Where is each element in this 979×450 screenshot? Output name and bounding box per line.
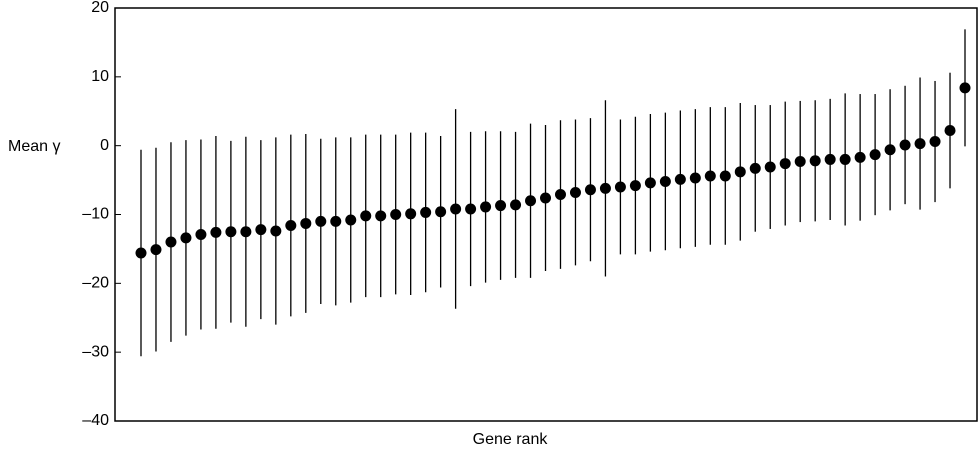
point <box>869 149 881 161</box>
point <box>285 220 297 232</box>
point <box>435 206 447 218</box>
point <box>704 170 716 182</box>
point <box>644 177 656 189</box>
point <box>749 162 761 174</box>
point <box>420 206 432 218</box>
point <box>959 82 971 94</box>
point <box>405 208 417 220</box>
point <box>255 224 267 236</box>
y-tick-label: –20 <box>82 275 109 292</box>
point <box>914 138 926 150</box>
point <box>569 186 581 198</box>
point <box>809 155 821 167</box>
point <box>225 226 237 238</box>
point <box>839 153 851 165</box>
x-axis-label: Gene rank <box>473 431 549 448</box>
point <box>315 215 327 227</box>
point <box>345 214 357 226</box>
point <box>270 225 282 237</box>
point <box>764 161 776 173</box>
y-tick-label: 20 <box>91 0 109 16</box>
point <box>240 226 252 238</box>
point <box>674 173 686 185</box>
point <box>480 201 492 213</box>
point <box>375 210 387 222</box>
point <box>180 232 192 244</box>
point <box>210 226 222 238</box>
point <box>944 125 956 137</box>
point <box>584 184 596 196</box>
point <box>689 172 701 184</box>
point <box>554 189 566 201</box>
point <box>659 175 671 187</box>
point <box>330 215 342 227</box>
point <box>629 180 641 192</box>
point <box>165 236 177 248</box>
point <box>899 139 911 151</box>
y-tick-label: 10 <box>91 68 109 85</box>
point <box>465 203 477 215</box>
point <box>929 136 941 148</box>
point <box>495 200 507 212</box>
y-tick-label: 0 <box>100 137 109 154</box>
point <box>510 199 522 211</box>
point <box>854 151 866 163</box>
point <box>195 228 207 240</box>
point <box>734 166 746 178</box>
y-tick-label: –30 <box>82 343 109 360</box>
y-tick-label: –40 <box>82 412 109 429</box>
point <box>360 210 372 222</box>
point <box>794 155 806 167</box>
point <box>150 244 162 256</box>
point <box>300 217 312 229</box>
y-tick-label: –10 <box>82 206 109 223</box>
point <box>540 192 552 204</box>
point <box>779 158 791 170</box>
point <box>525 195 537 207</box>
point <box>824 153 836 165</box>
point <box>884 144 896 156</box>
y-axis-label: Mean γ <box>8 138 60 155</box>
point <box>135 247 147 259</box>
point <box>450 203 462 215</box>
point <box>390 209 402 220</box>
point <box>599 182 611 194</box>
point <box>719 170 731 182</box>
point <box>614 181 626 193</box>
